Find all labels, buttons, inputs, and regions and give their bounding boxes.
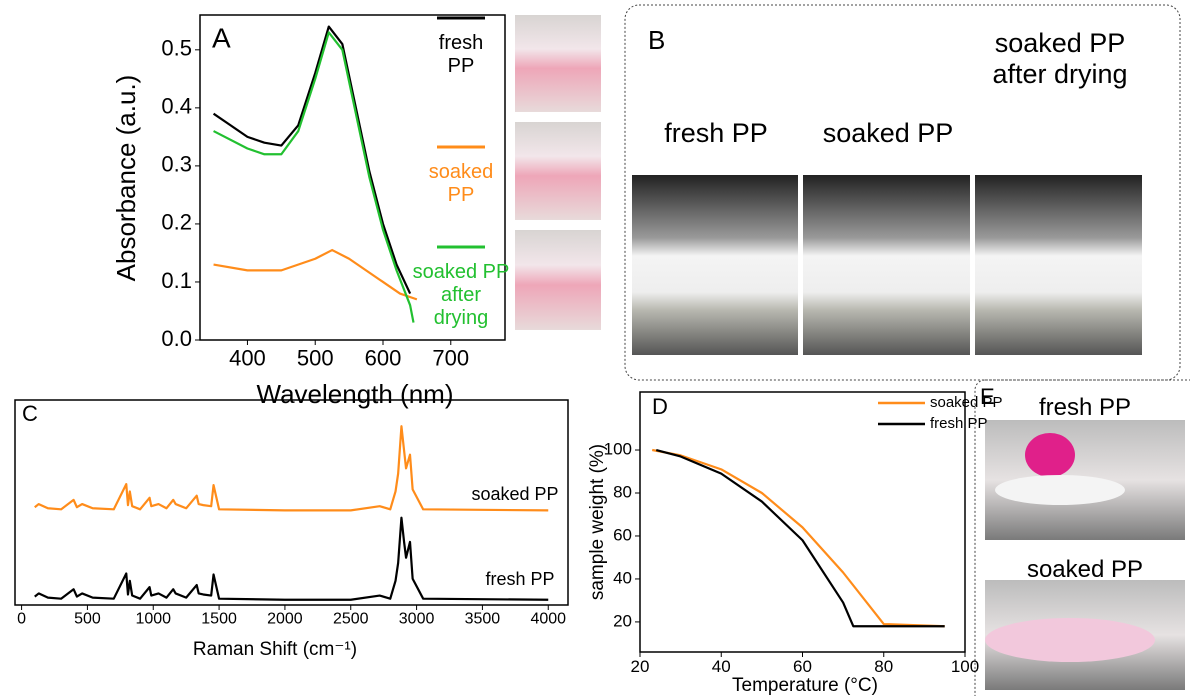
photo-caption: fresh PP: [1038, 394, 1132, 421]
panel-label: E: [980, 384, 995, 409]
x-tick-label: 400: [229, 346, 266, 371]
series-line: [213, 31, 415, 323]
photo-caption: fresh PP: [664, 118, 768, 148]
x-tick-label: 500: [74, 611, 101, 628]
droplet: [1025, 433, 1075, 477]
y-tick-label: 100: [604, 440, 632, 459]
legend-label: fresh PP: [438, 32, 484, 77]
series-line: [213, 248, 418, 301]
photo: [975, 175, 1142, 355]
panel-label: D: [652, 394, 668, 419]
x-tick-label: 0: [17, 611, 26, 628]
photo-caption: soaked PP: [822, 118, 954, 148]
x-tick-label: 3500: [465, 611, 501, 628]
y-tick-label: 80: [613, 482, 632, 501]
x-tick-label: 3000: [399, 611, 435, 628]
x-tick-label: 600: [365, 346, 402, 371]
y-tick-label: 40: [613, 568, 632, 587]
x-axis-label: Raman Shift (cm⁻¹): [193, 639, 357, 660]
photo: [632, 175, 798, 355]
x-tick-label: 100: [951, 657, 979, 676]
photo: [515, 15, 601, 112]
legend-label: soaked PP after drying: [412, 261, 510, 329]
x-tick-label: 1000: [135, 611, 171, 628]
photo-caption: soaked PP after drying: [992, 28, 1128, 90]
y-tick-label: 0.1: [161, 268, 192, 293]
plot-frame: [639, 391, 966, 653]
x-tick-label: 700: [432, 346, 469, 371]
x-tick-label: 60: [793, 657, 812, 676]
x-tick-label: 80: [874, 657, 893, 676]
series-line: [34, 425, 549, 512]
photo: [515, 230, 601, 330]
legend-label: soaked PP: [930, 394, 1003, 411]
series-line: [212, 25, 412, 295]
plot-frame: [199, 14, 506, 341]
y-axis-label: sample weight (%): [587, 444, 608, 600]
panel-label: A: [212, 22, 231, 53]
legend-label: soaked PP: [428, 161, 494, 206]
x-tick-label: 2500: [333, 611, 369, 628]
series-label: soaked PP: [471, 484, 558, 504]
y-tick-label: 20: [613, 611, 632, 630]
panel-label: C: [22, 401, 38, 426]
x-tick-label: 20: [631, 657, 650, 676]
panel-label: B: [648, 25, 665, 55]
photo-caption: soaked PP: [1026, 556, 1144, 583]
powder: [995, 475, 1125, 505]
x-tick-label: 1500: [201, 611, 237, 628]
y-axis-label: Absorbance (a.u.): [111, 75, 141, 282]
y-tick-label: 0.5: [161, 36, 192, 61]
series-line: [34, 516, 549, 601]
y-tick-label: 0.4: [161, 94, 192, 119]
photo: [515, 122, 601, 220]
y-tick-label: 0.3: [161, 152, 192, 177]
legend-label: fresh PP: [930, 415, 988, 432]
panel-frame: [974, 379, 1190, 696]
x-tick-label: 40: [712, 657, 731, 676]
y-tick-label: 60: [613, 525, 632, 544]
x-axis-label: Temperature (°C): [732, 675, 878, 696]
series-line: [651, 448, 945, 628]
plot-frame: [14, 399, 569, 606]
x-tick-label: 2000: [267, 611, 303, 628]
series-line: [655, 448, 945, 628]
y-tick-label: 0.0: [161, 326, 192, 351]
x-tick-label: 4000: [530, 611, 566, 628]
panel-frame: [624, 4, 1181, 381]
series-label: fresh PP: [485, 569, 554, 589]
y-tick-label: 0.2: [161, 210, 192, 235]
x-tick-label: 500: [297, 346, 334, 371]
x-axis-label: Wavelength (nm): [257, 379, 454, 409]
photo: [803, 175, 970, 355]
powder: [985, 618, 1155, 662]
